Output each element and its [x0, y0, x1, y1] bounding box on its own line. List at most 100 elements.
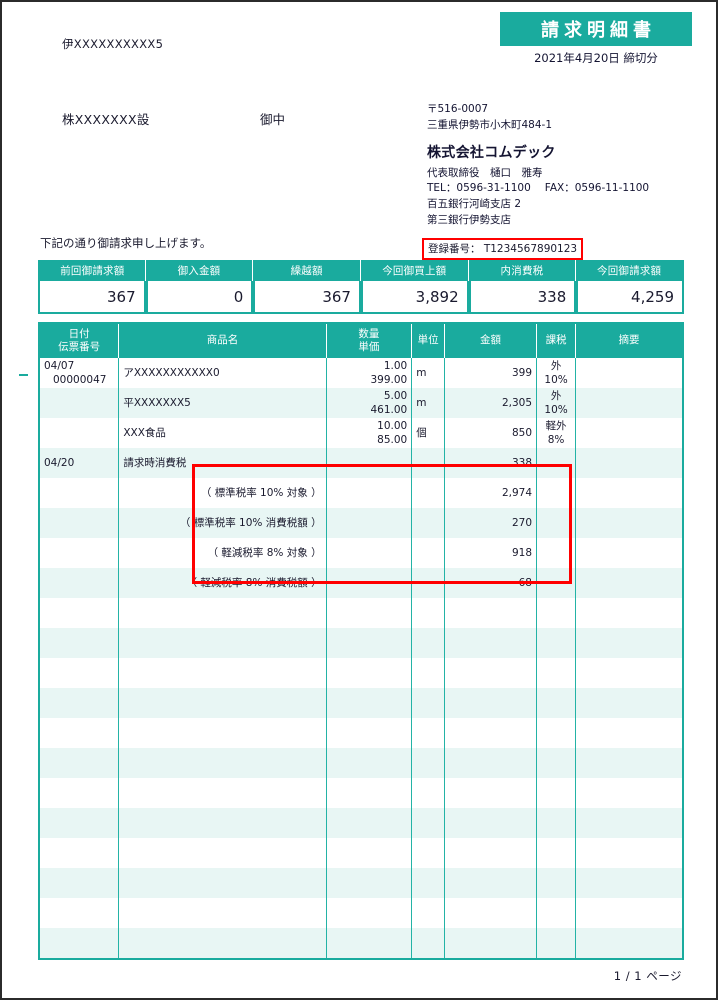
- table-row-empty: [39, 868, 683, 898]
- taxrow-label-0: （ 標準税率 10% 対象 ）: [118, 478, 327, 508]
- empty-cell: [118, 808, 327, 838]
- taxrow-qty-3: [326, 568, 413, 598]
- row-qty-value-2: 10.00: [377, 419, 408, 432]
- empty-cell: [575, 598, 683, 628]
- table-row-empty: [39, 808, 683, 838]
- summary-header-2: 繰越額: [253, 260, 361, 281]
- empty-cell: [536, 778, 577, 808]
- table-row-empty: [39, 598, 683, 628]
- row-amount-0: 399: [444, 358, 537, 388]
- table-row-empty: [39, 718, 683, 748]
- table-row: 04/20 請求時消費税 338: [39, 448, 683, 478]
- row-product-3: 請求時消費税: [118, 448, 327, 478]
- empty-cell: [326, 688, 413, 718]
- row-tax-1: 外 10%: [536, 388, 577, 418]
- empty-cell: [326, 718, 413, 748]
- empty-cell: [575, 838, 683, 868]
- row-qty-3: [326, 448, 413, 478]
- empty-cell: [39, 868, 120, 898]
- empty-cell: [326, 658, 413, 688]
- row-qty-1: 5.00 461.00: [326, 388, 413, 418]
- table-row-empty: [39, 778, 683, 808]
- detail-header-product: 商品名: [118, 323, 327, 358]
- row-price-value-2: 85.00: [377, 434, 408, 446]
- detail-header-unit: 単位: [411, 323, 445, 358]
- empty-cell: [444, 688, 537, 718]
- taxrow-label-2: （ 軽減税率 8% 対象 ）: [118, 538, 327, 568]
- table-row-empty: [39, 688, 683, 718]
- empty-rows-container: [39, 598, 683, 959]
- taxrow-amount-3: 68: [444, 568, 537, 598]
- empty-cell: [326, 778, 413, 808]
- taxrow-tax-0: [536, 478, 577, 508]
- document-title: 請求明細書: [500, 12, 692, 46]
- detail-header-qty-label: 数量: [358, 327, 380, 340]
- empty-cell: [118, 718, 327, 748]
- empty-cell: [326, 838, 413, 868]
- taxrow-note-3: [575, 568, 683, 598]
- row-qty-0: 1.00 399.00: [326, 358, 413, 388]
- summary-value-row: 367 0 367 3,892 338 4,259: [38, 281, 684, 314]
- empty-cell: [444, 928, 537, 959]
- registration-number: 登録番号： T1234567890123: [428, 243, 578, 255]
- empty-cell: [326, 808, 413, 838]
- detail-header-date: 日付 伝票番号: [39, 323, 120, 358]
- empty-cell: [536, 808, 577, 838]
- empty-cell: [536, 598, 577, 628]
- taxrow-date-2: [39, 538, 120, 568]
- row-date-3: 04/20: [39, 448, 120, 478]
- empty-cell: [39, 748, 120, 778]
- empty-cell: [39, 688, 120, 718]
- detail-table: 日付 伝票番号 商品名 数量 単価 単位 金額 課税 摘要 04/07 0000…: [38, 322, 684, 960]
- empty-cell: [444, 748, 537, 778]
- empty-cell: [575, 688, 683, 718]
- taxrow-date-0: [39, 478, 120, 508]
- issuer-tel: TEL：0596-31-1100: [427, 182, 531, 195]
- empty-cell: [39, 808, 120, 838]
- row-product-0: アXXXXXXXXXXX0: [118, 358, 327, 388]
- taxrow-date-3: [39, 568, 120, 598]
- row-note-2: [575, 418, 683, 448]
- empty-cell: [118, 748, 327, 778]
- row-amount-3: 338: [444, 448, 537, 478]
- lead-text: 下記の通り御請求申し上げます。: [40, 236, 212, 250]
- empty-cell: [536, 658, 577, 688]
- row-amount-2: 850: [444, 418, 537, 448]
- customer-honorific: 御中: [260, 112, 286, 127]
- empty-cell: [575, 928, 683, 959]
- row-product-2: XXX食品: [118, 418, 327, 448]
- table-row-empty: [39, 838, 683, 868]
- taxrow-note-2: [575, 538, 683, 568]
- empty-cell: [536, 628, 577, 658]
- row-unit-2: 個: [411, 418, 445, 448]
- empty-cell: [575, 868, 683, 898]
- empty-cell: [411, 898, 445, 928]
- issuer-block: 〒516-0007 三重県伊勢市小木町484-1 株式会社コムデック 代表取締役…: [427, 102, 697, 229]
- row-tax-mark-0: 外: [550, 359, 562, 372]
- left-edge-marker: [19, 374, 28, 376]
- table-row: （ 標準税率 10% 消費税額 ） 270: [39, 508, 683, 538]
- empty-cell: [536, 748, 577, 778]
- empty-cell: [326, 898, 413, 928]
- row-amount-1: 2,305: [444, 388, 537, 418]
- empty-cell: [575, 718, 683, 748]
- row-price-value-1: 461.00: [370, 404, 408, 416]
- empty-cell: [39, 718, 120, 748]
- table-row: （ 軽減税率 8% 消費税額 ） 68: [39, 568, 683, 598]
- empty-cell: [118, 778, 327, 808]
- taxrow-amount-1: 270: [444, 508, 537, 538]
- row-unit-1: m: [411, 388, 445, 418]
- detail-header-price-label: 単価: [358, 341, 380, 353]
- table-row-empty: [39, 898, 683, 928]
- taxrow-unit-2: [411, 538, 445, 568]
- row-tax-2: 軽外 8%: [536, 418, 577, 448]
- empty-cell: [575, 778, 683, 808]
- row-date-1: [39, 388, 120, 418]
- row-tax-mark-2: 軽外: [545, 419, 567, 432]
- taxrow-unit-1: [411, 508, 445, 538]
- empty-cell: [411, 688, 445, 718]
- taxrow-unit-0: [411, 478, 445, 508]
- empty-cell: [326, 868, 413, 898]
- issuer-bank-1: 百五銀行河崎支店 2: [427, 198, 522, 210]
